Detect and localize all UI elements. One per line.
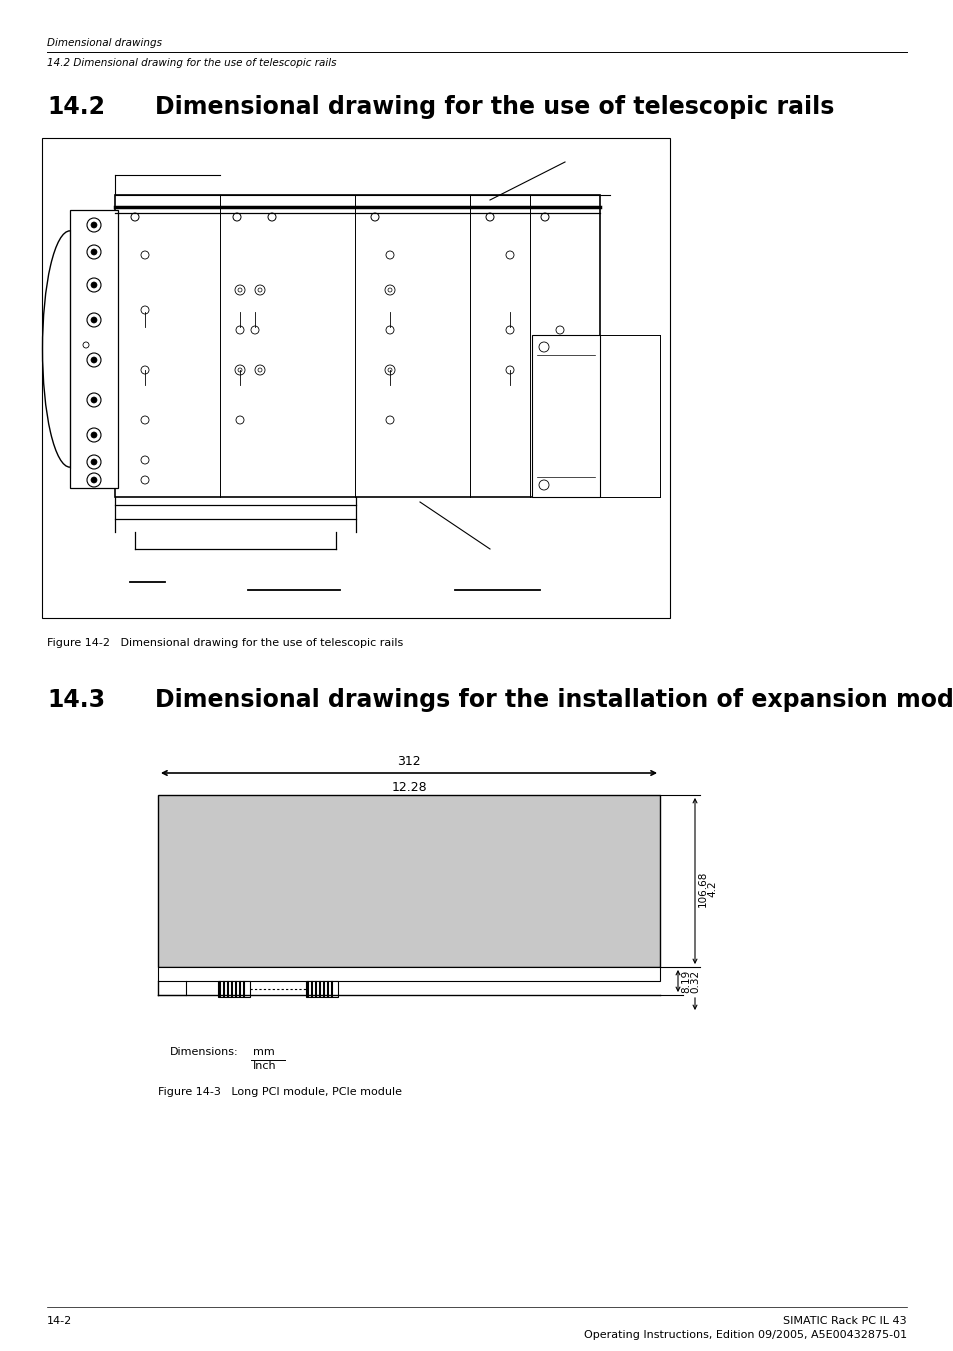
Text: Operating Instructions, Edition 09/2005, A5E00432875-01: Operating Instructions, Edition 09/2005,… — [583, 1329, 906, 1340]
Text: Dimensional drawings: Dimensional drawings — [47, 38, 162, 49]
Text: 14-2: 14-2 — [47, 1316, 72, 1325]
Text: Figure 14-2   Dimensional drawing for the use of telescopic rails: Figure 14-2 Dimensional drawing for the … — [47, 638, 403, 648]
Text: 8.19: 8.19 — [680, 970, 690, 993]
Bar — [218, 981, 250, 997]
Circle shape — [91, 317, 97, 323]
Text: 4.2: 4.2 — [706, 881, 717, 897]
Circle shape — [91, 432, 97, 438]
Bar — [70, 209, 118, 488]
Circle shape — [91, 282, 97, 288]
Text: Inch: Inch — [253, 1061, 276, 1071]
Circle shape — [91, 477, 97, 484]
Bar — [42, 138, 669, 617]
Circle shape — [91, 222, 97, 228]
Text: 14.2: 14.2 — [47, 95, 105, 119]
Text: 0.32: 0.32 — [689, 970, 700, 993]
Circle shape — [91, 357, 97, 363]
Bar — [115, 195, 599, 497]
Text: Dimensional drawing for the use of telescopic rails: Dimensional drawing for the use of teles… — [154, 95, 834, 119]
Circle shape — [91, 397, 97, 403]
Text: Dimensions:: Dimensions: — [170, 1047, 238, 1056]
Bar — [158, 967, 659, 981]
Text: Figure 14-3   Long PCI module, PCIe module: Figure 14-3 Long PCI module, PCIe module — [158, 1088, 401, 1097]
Text: mm: mm — [253, 1047, 274, 1056]
Text: 14.2 Dimensional drawing for the use of telescopic rails: 14.2 Dimensional drawing for the use of … — [47, 58, 336, 68]
Text: Dimensional drawings for the installation of expansion modules: Dimensional drawings for the installatio… — [154, 688, 953, 712]
Circle shape — [91, 249, 97, 255]
Bar — [532, 335, 599, 497]
Text: 12.28: 12.28 — [391, 781, 426, 794]
Bar — [158, 794, 659, 967]
Circle shape — [91, 459, 97, 465]
Text: 106.68: 106.68 — [698, 871, 707, 907]
Bar — [306, 981, 337, 997]
Text: SIMATIC Rack PC IL 43: SIMATIC Rack PC IL 43 — [782, 1316, 906, 1325]
Text: 312: 312 — [396, 755, 420, 767]
Text: 14.3: 14.3 — [47, 688, 105, 712]
